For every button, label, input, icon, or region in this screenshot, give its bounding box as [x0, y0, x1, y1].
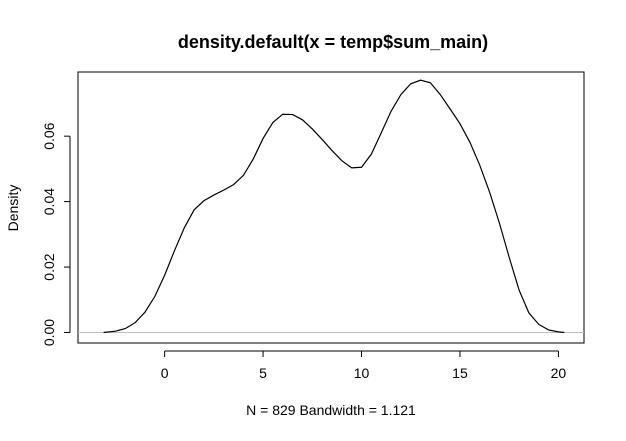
y-axis: 0.00 0.02 0.04 0.06 — [41, 122, 71, 346]
density-curve — [103, 79, 565, 334]
x-tick-label: 0 — [161, 365, 169, 381]
chart-title: density.default(x = temp$sum_main) — [178, 32, 488, 52]
y-axis-label: Density — [5, 185, 21, 232]
x-tick-label: 5 — [259, 365, 267, 381]
y-tick-label: 0.04 — [41, 188, 57, 215]
x-tick-label: 10 — [354, 365, 370, 381]
x-tick-label: 15 — [452, 365, 468, 381]
plot-frame — [77, 71, 585, 344]
x-tick-label: 20 — [551, 365, 567, 381]
y-tick-label: 0.06 — [41, 122, 57, 149]
x-axis: 0 5 10 15 20 — [161, 350, 567, 381]
y-tick-label: 0.00 — [41, 319, 57, 346]
y-tick-label: 0.02 — [41, 253, 57, 280]
x-axis-label: N = 829 Bandwidth = 1.121 — [246, 402, 416, 418]
